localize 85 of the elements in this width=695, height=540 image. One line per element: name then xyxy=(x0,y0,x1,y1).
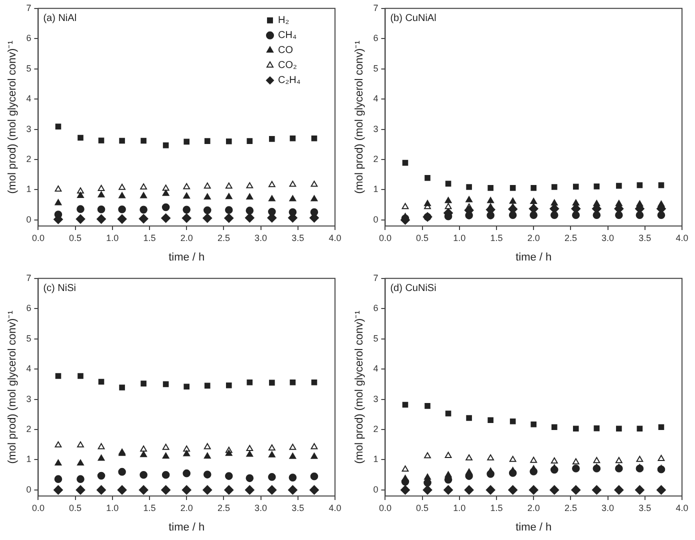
y-tick-label: 2 xyxy=(26,424,32,434)
x-tick-label: 3.5 xyxy=(292,502,304,513)
y-tick-label: 0 xyxy=(373,484,378,494)
y-axis-title: (mol prod) (mol glycerol conv)⁻¹ xyxy=(6,310,19,464)
x-tick-label: 3.0 xyxy=(602,232,614,243)
y-tick-label: 4 xyxy=(373,94,378,104)
y-tick-label: 5 xyxy=(26,63,32,74)
y-tick-label: 4 xyxy=(26,94,32,104)
x-tick-label: 0.0 xyxy=(378,232,392,243)
y-tick-label: 5 xyxy=(373,333,378,344)
x-tick-label: 3.0 xyxy=(602,502,614,513)
x-tick-label: 2.5 xyxy=(564,502,577,513)
x-axis-title: time / h xyxy=(168,251,205,264)
x-tick-label: 0.0 xyxy=(32,502,44,513)
x-tick-label: 1.0 xyxy=(106,232,119,243)
x-tick-label: 2.0 xyxy=(527,232,540,243)
y-tick-label: 3 xyxy=(26,124,32,134)
y-tick-label: 3 xyxy=(373,394,378,404)
x-axis-title: time / h xyxy=(516,521,552,534)
x-tick-label: 0.5 xyxy=(416,232,429,243)
annotation: (c) NiSi xyxy=(43,283,76,294)
x-tick-label: 4.0 xyxy=(328,502,342,513)
x-tick-label: 3.5 xyxy=(638,232,652,243)
x-tick-label: 1.0 xyxy=(453,502,466,513)
y-tick-label: 7 xyxy=(373,2,378,13)
y-tick-label: 6 xyxy=(373,33,378,44)
y-tick-label: 6 xyxy=(26,33,32,44)
annotation: (d) CuNiSi xyxy=(390,283,436,294)
legend-label: CH₄ xyxy=(278,30,297,42)
y-tick-label: 7 xyxy=(26,2,32,13)
x-tick-label: 1.5 xyxy=(490,232,503,243)
x-tick-label: 1.0 xyxy=(106,502,119,513)
y-tick-label: 3 xyxy=(26,394,32,404)
x-tick-label: 2.5 xyxy=(217,232,230,243)
x-tick-label: 1.5 xyxy=(143,232,156,243)
x-tick-label: 3.5 xyxy=(638,502,652,513)
y-axis-title: (mol prod) (mol glycerol conv)⁻¹ xyxy=(354,310,366,464)
legend-label: C₂H₄ xyxy=(278,75,300,86)
y-tick-label: 6 xyxy=(26,303,32,314)
x-tick-label: 3.0 xyxy=(254,232,268,243)
y-tick-label: 1 xyxy=(26,184,32,194)
x-tick-label: 2.0 xyxy=(180,232,193,243)
y-tick-label: 4 xyxy=(373,364,378,374)
y-tick-label: 1 xyxy=(373,454,378,464)
x-tick-label: 0.5 xyxy=(69,502,82,513)
y-tick-label: 6 xyxy=(373,303,378,314)
y-axis-title: (mol prod) (mol glycerol conv)⁻¹ xyxy=(354,40,366,194)
x-axis-title: time / h xyxy=(168,521,205,534)
y-tick-label: 0 xyxy=(26,214,32,224)
x-tick-label: 3.5 xyxy=(292,232,304,243)
x-tick-label: 2.0 xyxy=(180,502,193,513)
y-axis-title: (mol prod) (mol glycerol conv)⁻¹ xyxy=(6,40,19,194)
x-tick-label: 0.5 xyxy=(416,502,429,513)
x-tick-label: 1.0 xyxy=(453,232,466,243)
x-tick-label: 3.0 xyxy=(254,502,268,513)
y-tick-label: 7 xyxy=(26,272,32,283)
x-tick-label: 0.5 xyxy=(69,232,82,243)
y-tick-label: 0 xyxy=(373,214,378,224)
y-tick-label: 0 xyxy=(26,484,32,494)
x-tick-label: 2.5 xyxy=(564,232,577,243)
legend-label: CO₂ xyxy=(278,60,297,72)
x-tick-label: 0.0 xyxy=(378,502,392,513)
x-axis-title: time / h xyxy=(516,251,552,264)
y-tick-label: 3 xyxy=(373,124,378,134)
y-tick-label: 1 xyxy=(26,454,32,464)
x-tick-label: 4.0 xyxy=(328,232,342,243)
annotation: (a) NiAl xyxy=(43,13,77,24)
y-tick-label: 5 xyxy=(26,333,32,344)
x-tick-label: 0.0 xyxy=(32,232,44,243)
x-tick-label: 1.5 xyxy=(143,502,156,513)
legend-label: CO xyxy=(278,45,294,56)
y-tick-label: 1 xyxy=(373,184,378,194)
x-tick-label: 4.0 xyxy=(676,502,688,513)
y-tick-label: 7 xyxy=(373,272,378,283)
legend-label: H₂ xyxy=(278,15,290,26)
x-tick-label: 1.5 xyxy=(490,502,503,513)
y-tick-label: 5 xyxy=(373,63,378,74)
x-tick-label: 2.5 xyxy=(217,502,230,513)
y-tick-label: 4 xyxy=(26,364,32,374)
y-tick-label: 2 xyxy=(373,154,378,164)
x-tick-label: 2.0 xyxy=(527,502,540,513)
y-tick-label: 2 xyxy=(26,154,32,164)
annotation: (b) CuNiAl xyxy=(390,13,436,24)
x-tick-label: 4.0 xyxy=(676,232,688,243)
y-tick-label: 2 xyxy=(373,424,378,434)
